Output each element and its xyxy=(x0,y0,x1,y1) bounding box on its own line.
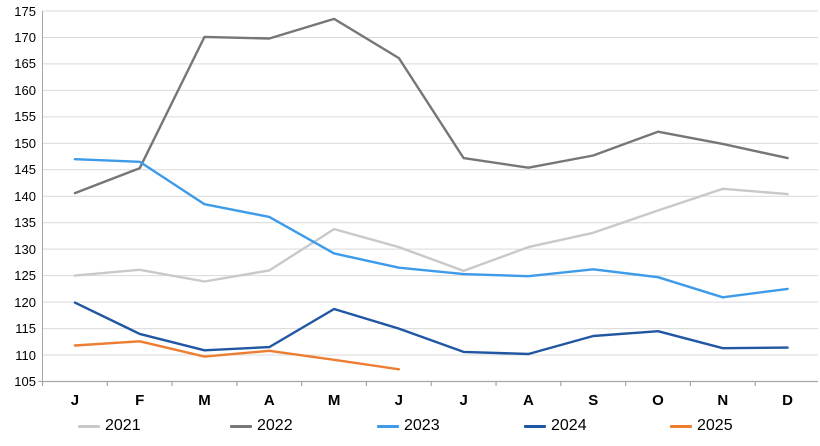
legend-item-2025: 2025 xyxy=(670,417,733,435)
y-axis-tick-label: 170 xyxy=(14,29,36,45)
legend-line-swatch-2022 xyxy=(230,424,252,428)
legend-label-2024: 2024 xyxy=(551,417,587,434)
legend-line-swatch-2021 xyxy=(78,424,100,428)
y-axis-tick-label: 140 xyxy=(14,188,36,204)
series-line-2022 xyxy=(73,17,789,195)
legend-line-swatch-2025 xyxy=(670,424,692,428)
legend-item-2022: 2022 xyxy=(230,417,293,435)
x-axis-month-label: S xyxy=(588,392,599,409)
x-axis-month-label: A xyxy=(263,392,275,409)
y-axis-tick-label: 165 xyxy=(14,56,36,72)
x-axis-month-label: J xyxy=(459,392,468,409)
x-axis-month-label: F xyxy=(135,392,145,409)
y-axis-tick-label: 120 xyxy=(14,294,36,310)
y-axis-tick-label: 105 xyxy=(14,374,36,389)
y-axis-tick-label: 160 xyxy=(14,82,36,98)
x-axis-month-label: M xyxy=(327,392,341,409)
series-line-2025 xyxy=(73,340,401,371)
series-line-2023 xyxy=(73,157,789,299)
y-axis-tick-label: 150 xyxy=(14,135,36,151)
y-axis-tick-label: 125 xyxy=(14,268,36,284)
legend-line-swatch-2023 xyxy=(377,424,399,428)
x-axis-month-label: D xyxy=(782,392,794,409)
x-axis-month-label: N xyxy=(717,392,729,409)
y-axis-tick-label: 115 xyxy=(15,321,36,337)
x-axis-month-label: A xyxy=(523,392,534,409)
legend-label-2021: 2021 xyxy=(105,417,141,434)
legend-label-2023: 2023 xyxy=(404,417,440,434)
x-axis-month-label: O xyxy=(652,392,664,409)
y-axis-tick-label: 130 xyxy=(14,241,36,257)
y-axis-tick-label: 110 xyxy=(15,347,36,363)
x-axis-month-label: J xyxy=(70,392,80,409)
x-axis-month-label: J xyxy=(394,392,404,409)
legend-item-2023: 2023 xyxy=(377,417,440,435)
legend-item-2024: 2024 xyxy=(524,417,587,435)
y-axis-tick-label: 175 xyxy=(14,3,36,19)
series-line-2021 xyxy=(73,187,789,283)
y-axis-tick-label: 135 xyxy=(14,215,36,231)
y-axis-tick-label: 155 xyxy=(14,109,36,125)
legend-item-2021: 2021 xyxy=(78,417,141,435)
x-axis-month-label: M xyxy=(198,392,211,409)
legend-label-2025: 2025 xyxy=(697,417,733,434)
y-axis-tick-label: 145 xyxy=(14,162,36,178)
series-line-2024 xyxy=(73,301,789,356)
legend-line-swatch-2024 xyxy=(524,424,546,428)
legend-label-2022: 2022 xyxy=(257,417,293,434)
